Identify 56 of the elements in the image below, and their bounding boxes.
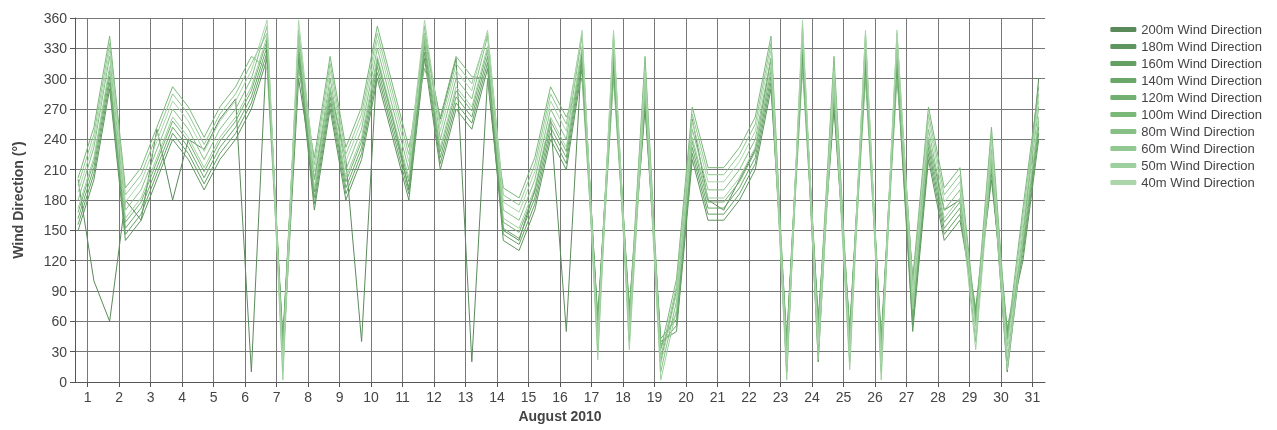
x-tick-label: 1 [83, 389, 92, 405]
x-tick-label: 11 [395, 389, 411, 405]
x-tick-label: 29 [961, 389, 978, 405]
x-tick-label: 7 [272, 389, 281, 405]
x-tick-label: 24 [804, 389, 820, 405]
x-tick-label: 31 [1024, 389, 1041, 405]
x-tick-label: 28 [930, 389, 946, 405]
x-tick-label: 10 [363, 389, 380, 405]
y-tick-label: 0 [59, 374, 68, 390]
y-tick-label: 360 [43, 10, 68, 26]
x-tick-label: 18 [615, 389, 631, 405]
x-tick-label: 30 [993, 389, 1009, 405]
x-tick-label: 14 [489, 389, 506, 405]
y-axis-title: Wind Direction (°) [10, 141, 26, 259]
y-tick-label: 60 [51, 313, 68, 330]
x-tick-label: 27 [898, 389, 915, 405]
x-tick-label: 9 [335, 389, 344, 405]
x-tick-label: 6 [241, 389, 250, 405]
x-tick-label: 3 [146, 389, 155, 405]
x-tick-label: 25 [835, 389, 852, 405]
x-tick-label: 2 [115, 389, 124, 405]
x-tick-label: 8 [304, 389, 313, 405]
x-tick-label: 19 [646, 389, 663, 405]
legend-label: 140m Wind Direction [1141, 73, 1262, 88]
legend-label: 120m Wind Direction [1141, 90, 1262, 105]
x-tick-label: 26 [867, 389, 883, 405]
x-tick-label: 17 [583, 389, 600, 405]
x-tick-label: 15 [520, 389, 537, 405]
y-tick-label: 90 [51, 283, 68, 299]
y-tick-label: 180 [43, 192, 68, 208]
legend-label: 200m Wind Direction [1141, 22, 1262, 37]
x-tick-label: 22 [741, 389, 757, 405]
x-tick-label: 5 [209, 389, 218, 405]
y-tick-label: 300 [43, 70, 68, 87]
y-tick-label: 210 [43, 161, 68, 178]
x-tick-label: 21 [709, 389, 726, 405]
x-axis-title: August 2010 [518, 407, 602, 424]
x-tick-label: 12 [426, 389, 443, 405]
legend-label: 160m Wind Direction [1141, 56, 1262, 71]
legend-label: 50m Wind Direction [1141, 158, 1255, 173]
x-tick-label: 13 [457, 389, 474, 405]
y-tick-label: 120 [43, 252, 68, 269]
legend-label: 60m Wind Direction [1141, 141, 1255, 156]
legend-label: 80m Wind Direction [1141, 124, 1255, 139]
legend-label: 180m Wind Direction [1141, 39, 1262, 54]
y-tick-label: 240 [43, 131, 68, 148]
x-tick-label: 20 [678, 389, 694, 405]
x-tick-label: 4 [178, 389, 187, 405]
legend-label: 40m Wind Direction [1141, 175, 1255, 190]
legend-label: 100m Wind Direction [1141, 107, 1262, 122]
y-tick-label: 270 [43, 101, 68, 117]
y-tick-label: 330 [43, 40, 68, 57]
y-tick-label: 30 [51, 343, 68, 360]
y-tick-label: 150 [43, 222, 68, 239]
x-tick-label: 16 [552, 389, 568, 405]
x-tick-label: 23 [772, 389, 789, 405]
